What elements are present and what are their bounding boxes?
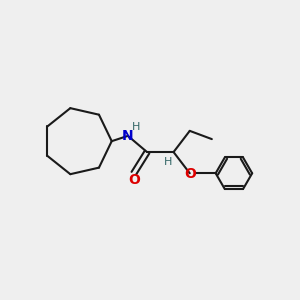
Text: H: H bbox=[164, 158, 172, 167]
Text: O: O bbox=[184, 167, 196, 181]
Text: O: O bbox=[128, 173, 140, 187]
Text: N: N bbox=[122, 129, 134, 143]
Text: H: H bbox=[132, 122, 140, 132]
